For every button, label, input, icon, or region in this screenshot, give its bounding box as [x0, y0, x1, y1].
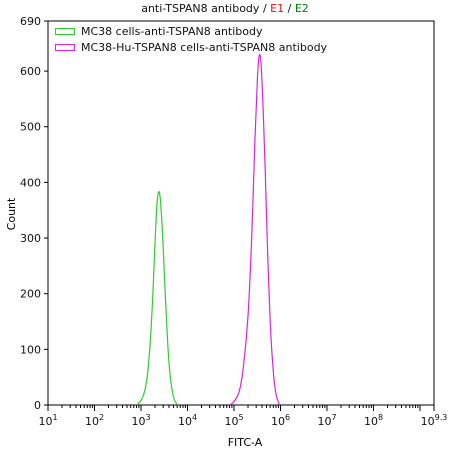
series-line-mc38 — [136, 191, 179, 406]
title-separator: / — [262, 2, 267, 15]
x-tick-label: 105 — [224, 413, 243, 428]
chart-title: anti-TSPAN8 antibody / E1 / E2 — [0, 2, 450, 15]
y-axis-label-text: Count — [5, 197, 18, 231]
y-tick-label: 600 — [20, 65, 41, 78]
y-tick-label: 500 — [20, 121, 41, 134]
legend-swatch-hu-tspan8 — [55, 43, 75, 51]
legend-swatch-mc38 — [55, 27, 75, 35]
x-tick-label: 101 — [38, 413, 57, 428]
x-tick-label: 103 — [131, 413, 150, 428]
legend: MC38 cells-anti-TSPAN8 antibody MC38-Hu-… — [55, 23, 327, 55]
legend-item: MC38-Hu-TSPAN8 cells-anti-TSPAN8 antibod… — [55, 39, 327, 55]
title-text: anti-TSPAN8 antibody — [141, 2, 260, 15]
x-tick-label: 106 — [271, 413, 290, 428]
x-axis-label: FITC-A — [227, 436, 263, 449]
plot-frame — [47, 20, 435, 406]
x-tick-label: 109.3 — [421, 413, 448, 428]
gate-e2-label: E2 — [294, 2, 309, 15]
y-tick-label: 400 — [20, 176, 41, 189]
y-tick-label: 100 — [20, 343, 41, 356]
x-tick-label: 107 — [317, 413, 336, 428]
legend-item: MC38 cells-anti-TSPAN8 antibody — [55, 23, 327, 39]
series-line-hu-tspan8 — [229, 53, 281, 406]
y-tick-label: 0 — [34, 399, 41, 412]
x-tick-label: 108 — [364, 413, 383, 428]
y-tick-label: 690 — [20, 15, 41, 28]
x-tick-label: 104 — [178, 413, 197, 428]
y-tick-label: 200 — [20, 288, 41, 301]
x-tick-label: 102 — [85, 413, 104, 428]
legend-label-mc38: MC38 cells-anti-TSPAN8 antibody — [81, 24, 263, 38]
legend-label-hu-tspan8: MC38-Hu-TSPAN8 cells-anti-TSPAN8 antibod… — [81, 40, 328, 54]
gate-e1-label: E1 — [270, 2, 285, 15]
title-separator-2: / — [287, 2, 292, 15]
y-tick-label: 300 — [20, 232, 41, 245]
